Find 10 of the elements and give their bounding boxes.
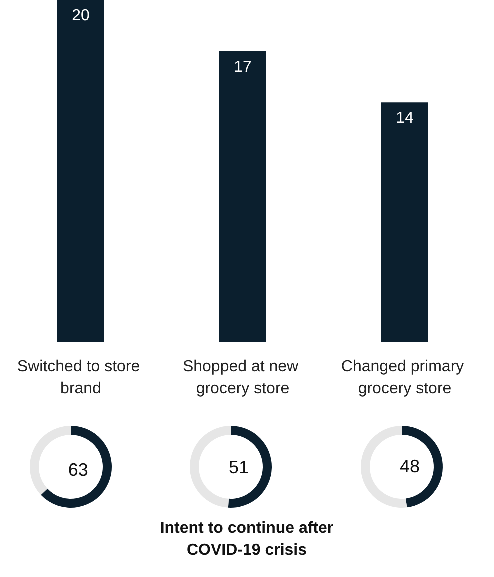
data-label: 14 [396, 110, 414, 128]
data-label: 20 [72, 8, 90, 24]
x-tick-label: Shopped at new grocery store [182, 358, 304, 398]
text: Intent to continue after COVID-19 crisis [159, 519, 335, 561]
data-label: 48 [400, 456, 420, 476]
data-label: 63 [68, 460, 88, 480]
x-tick-label: Changed primary grocery store [341, 358, 469, 398]
data-label: 51 [228, 457, 250, 478]
x-tick-label: Switched to store brand [17, 358, 145, 398]
data-label: 17 [234, 58, 252, 76]
